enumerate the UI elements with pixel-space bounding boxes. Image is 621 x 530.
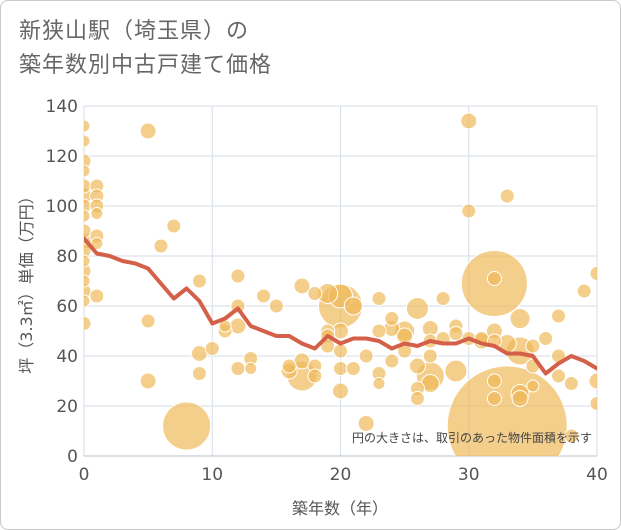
- data-bubble: [525, 338, 541, 354]
- data-bubble: [563, 376, 579, 391]
- y-tick-label: 140: [46, 97, 78, 117]
- data-bubble: [538, 331, 554, 346]
- data-bubble: [84, 254, 91, 268]
- data-bubble: [358, 348, 374, 364]
- trend-line-group: [84, 236, 597, 376]
- data-bubble: [332, 382, 349, 400]
- data-bubble: [166, 218, 182, 234]
- data-bubble: [89, 288, 105, 304]
- y-tick-label: 120: [46, 147, 78, 167]
- data-bubble: [90, 207, 104, 220]
- data-bubble: [84, 164, 91, 178]
- data-bubble: [84, 283, 92, 299]
- data-bubble: [153, 238, 169, 254]
- data-bubble: [140, 313, 156, 329]
- data-bubble: [422, 348, 438, 364]
- data-bubble: [84, 178, 92, 194]
- data-bubble: [139, 372, 157, 390]
- chart-title: 新狭山駅（埼玉県）の 築年数別中古戸建て価格: [19, 15, 272, 83]
- bubbles: [84, 112, 597, 456]
- chart-title-line-2: 築年数別中古戸建て価格: [19, 53, 273, 78]
- data-bubble: [371, 323, 387, 339]
- data-bubble: [371, 291, 387, 306]
- data-bubble: [384, 311, 400, 326]
- x-axis-label: 築年数（年）: [292, 499, 388, 518]
- data-bubble: [511, 390, 529, 407]
- data-bubble: [230, 361, 246, 376]
- chart-title-line-1: 新狭山駅（埼玉県）の: [19, 19, 250, 44]
- data-bubble: [84, 209, 91, 223]
- y-tick-label: 80: [56, 247, 78, 267]
- data-bubble: [589, 266, 597, 281]
- data-bubble: [444, 359, 468, 383]
- data-bubble: [84, 119, 91, 133]
- x-tick-label: 10: [201, 465, 223, 485]
- data-bubble: [461, 203, 477, 219]
- y-tick-label: 20: [56, 397, 78, 417]
- data-bubble: [84, 134, 91, 148]
- x-tick-label: 0: [79, 465, 90, 485]
- data-bubble: [384, 353, 400, 369]
- data-bubble: [268, 298, 284, 314]
- data-bubble: [509, 308, 531, 329]
- x-tick-label: 40: [586, 465, 608, 485]
- data-bubble: [405, 297, 429, 320]
- y-tick-label: 0: [67, 447, 78, 467]
- data-bubble: [84, 153, 92, 169]
- data-bubble: [589, 396, 597, 411]
- tick-labels: 0 20 40 60 80 100 120 140 0 10 20 30 40: [46, 97, 608, 485]
- data-bubble: [84, 274, 91, 288]
- data-bubble: [551, 368, 567, 384]
- data-bubble: [345, 361, 361, 376]
- data-bubble: [372, 377, 386, 390]
- data-bubble: [307, 368, 323, 384]
- x-tick-label: 20: [330, 465, 352, 485]
- data-bubble: [281, 358, 297, 374]
- data-bubble: [84, 263, 92, 279]
- y-tick-label: 40: [56, 347, 78, 367]
- data-bubble: [244, 362, 258, 375]
- data-bubble: [448, 326, 464, 341]
- data-bubble: [499, 188, 515, 204]
- data-bubble: [84, 316, 92, 331]
- data-bubble: [486, 373, 502, 389]
- y-axis-label: 坪（3.3㎡）単価（万円）: [17, 188, 36, 373]
- data-bubble: [162, 401, 212, 451]
- y-tick-label: 100: [46, 197, 78, 217]
- data-bubble: [139, 122, 157, 140]
- data-bubble: [191, 366, 207, 381]
- x-tick-label: 30: [458, 465, 480, 485]
- data-bubble: [576, 283, 592, 299]
- data-bubble: [343, 296, 363, 316]
- data-bubble: [526, 379, 540, 393]
- data-bubble: [333, 343, 348, 359]
- data-bubble: [563, 428, 579, 444]
- data-bubble: [333, 361, 348, 376]
- data-bubble: [435, 291, 451, 306]
- data-bubble: [307, 286, 323, 301]
- data-bubble: [230, 268, 246, 284]
- data-bubble: [256, 288, 272, 304]
- data-bubble: [357, 415, 375, 432]
- data-bubble: [486, 391, 502, 406]
- data-bubble: [84, 294, 91, 308]
- data-bubble: [551, 308, 567, 324]
- data-bubble: [191, 273, 207, 289]
- data-bubble: [588, 372, 597, 390]
- average-trend-line: [84, 236, 597, 376]
- y-tick-label: 60: [56, 297, 78, 317]
- data-bubble: [409, 391, 425, 406]
- data-bubble: [293, 277, 311, 295]
- data-bubble: [84, 223, 92, 239]
- data-bubble: [408, 357, 426, 375]
- data-bubble: [204, 341, 220, 356]
- data-bubble: [320, 338, 336, 354]
- bubble-size-note: 円の大きさは、取引のあった物件面積を示す: [352, 430, 592, 445]
- data-bubble: [486, 271, 502, 286]
- data-bubble: [460, 112, 478, 130]
